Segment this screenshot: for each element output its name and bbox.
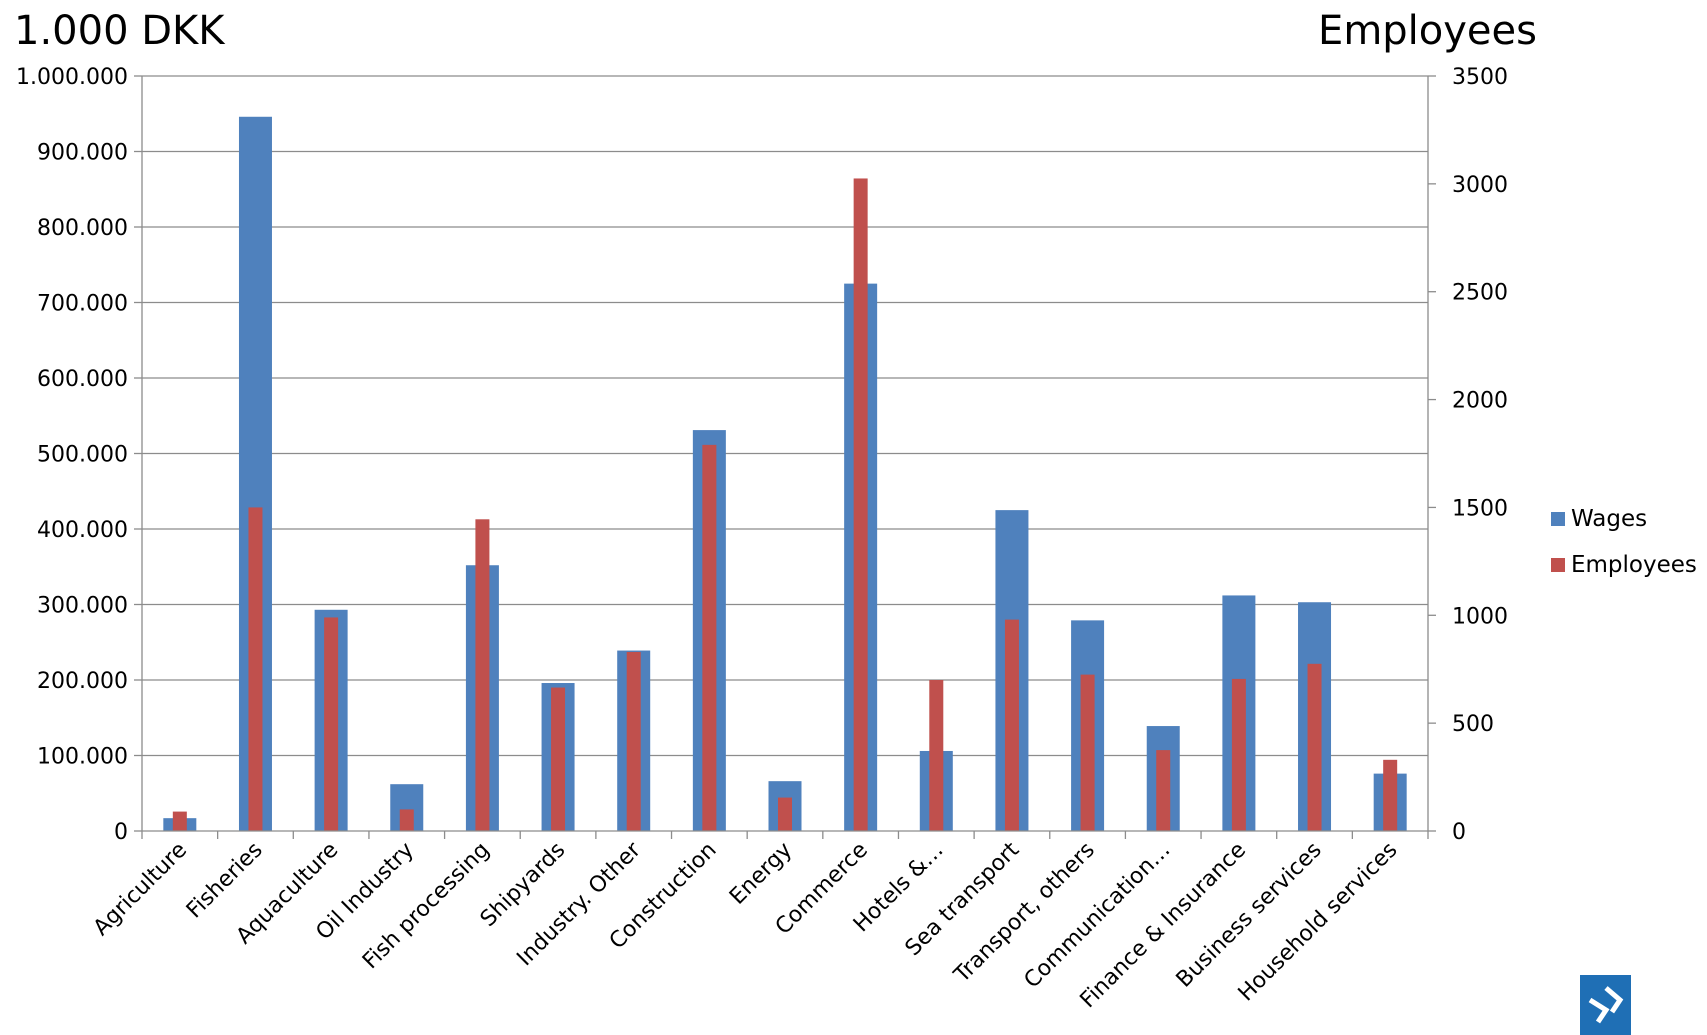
corner-logo-icon bbox=[1580, 975, 1631, 1035]
left-tick-label: 600.000 bbox=[37, 367, 128, 392]
category-label: Communication… bbox=[1020, 838, 1176, 994]
left-tick-label: 100.000 bbox=[37, 745, 128, 770]
left-tick-label: 800.000 bbox=[37, 216, 128, 241]
left-tick-label: 500.000 bbox=[37, 443, 128, 468]
right-tick-label: 2000 bbox=[1452, 389, 1508, 414]
bar-employees bbox=[929, 680, 944, 831]
category-label: Business services bbox=[1172, 838, 1327, 993]
legend-swatch bbox=[1551, 558, 1565, 572]
left-tick-label: 200.000 bbox=[37, 669, 128, 694]
bar-employees bbox=[324, 617, 339, 831]
logo-stroke bbox=[1604, 986, 1624, 1014]
category-label: Transport, others bbox=[949, 838, 1100, 989]
bar-employees bbox=[248, 507, 263, 831]
right-tick-label: 1500 bbox=[1452, 496, 1508, 521]
logo-stroke bbox=[1588, 997, 1610, 1024]
right-tick-label: 3000 bbox=[1452, 173, 1508, 198]
axes bbox=[134, 75, 1436, 839]
category-label: Fish processing bbox=[358, 838, 495, 975]
category-label: Agriculture bbox=[89, 838, 192, 941]
left-tick-label: 300.000 bbox=[37, 594, 128, 619]
right-tick-label: 500 bbox=[1452, 712, 1494, 737]
bar-employees bbox=[1080, 674, 1095, 831]
tick-labels: 0 100.000 200.000 300.000 400.000 500.000 600.… bbox=[16, 65, 1508, 845]
bar-employees bbox=[1383, 759, 1398, 831]
left-tick-label: 700.000 bbox=[37, 292, 128, 317]
bar-employees bbox=[1307, 663, 1322, 831]
gridlines bbox=[142, 75, 1428, 757]
bar-employees bbox=[475, 519, 490, 831]
legend-label: Employees bbox=[1571, 552, 1697, 578]
left-tick-label: 1.000.000 bbox=[16, 65, 128, 90]
bar-employees bbox=[626, 651, 641, 831]
left-axis-title: 1.000 DKK bbox=[14, 8, 226, 54]
left-tick-label: 400.000 bbox=[37, 518, 128, 543]
left-tick-label: 0 bbox=[114, 820, 128, 845]
left-tick-label: 900.000 bbox=[37, 141, 128, 166]
bar-employees bbox=[853, 178, 868, 831]
bar-employees bbox=[551, 687, 566, 831]
legend: Wages Employees bbox=[1551, 506, 1697, 578]
bars bbox=[163, 116, 1407, 831]
bar-employees bbox=[1004, 619, 1019, 831]
right-tick-label: 2500 bbox=[1452, 281, 1508, 306]
bar-employees bbox=[172, 811, 187, 831]
right-tick-label: 3500 bbox=[1452, 65, 1508, 90]
logo-block bbox=[1580, 975, 1631, 1035]
category-label: Energy bbox=[725, 838, 797, 910]
legend-swatch bbox=[1551, 512, 1565, 526]
bar-employees bbox=[1231, 678, 1246, 831]
right-tick-label: 1000 bbox=[1452, 604, 1508, 629]
bar-employees bbox=[778, 797, 792, 831]
right-tick-label: 0 bbox=[1452, 820, 1466, 845]
bar-employees bbox=[1156, 750, 1171, 831]
right-axis-title: Employees bbox=[1318, 8, 1537, 54]
legend-label: Wages bbox=[1571, 506, 1647, 532]
bar-employees bbox=[702, 444, 717, 831]
bar-employees bbox=[399, 809, 414, 831]
